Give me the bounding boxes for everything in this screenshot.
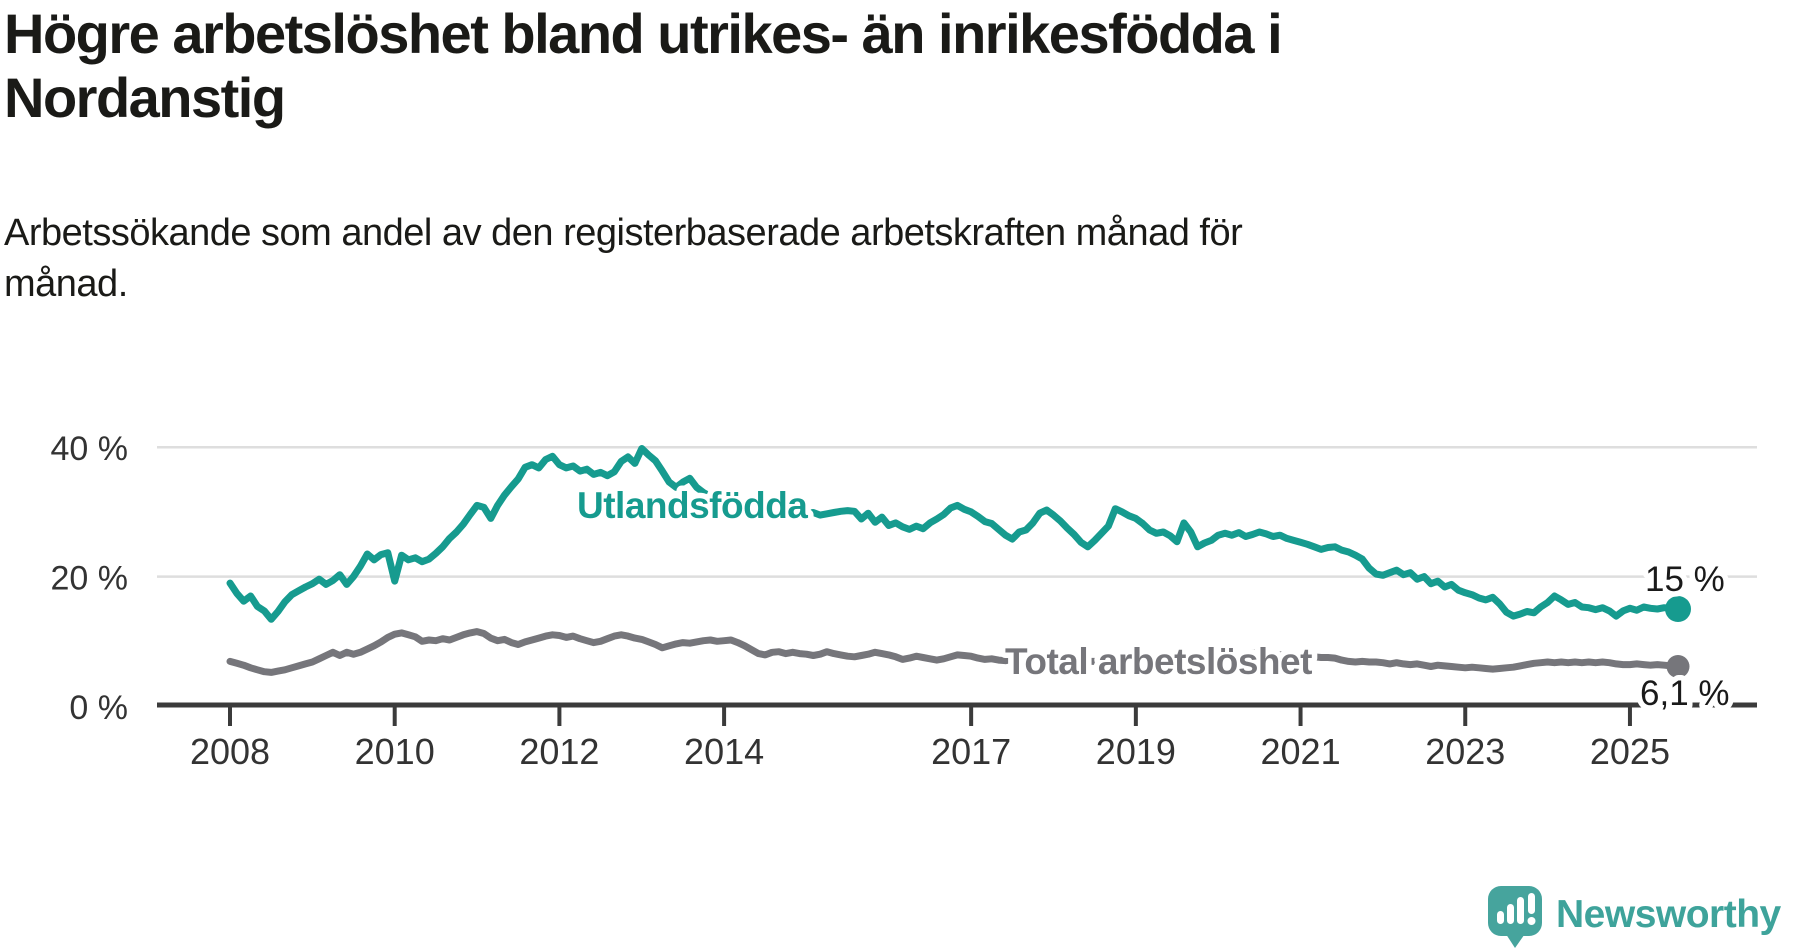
chart-title-line1: Högre arbetslöshet bland utrikes- än inr… — [4, 2, 1283, 65]
x-tick-label: 2010 — [355, 731, 435, 772]
x-tick-label: 2012 — [519, 731, 599, 772]
series-label-utlandsfodda: Utlandsfödda — [577, 485, 808, 526]
chart-title-line2: Nordanstig — [4, 65, 286, 129]
series-end-dot — [1666, 655, 1690, 678]
x-tick-label: 2017 — [931, 731, 1011, 772]
y-tick-label: 0 % — [69, 689, 128, 727]
series-line-total-arbetsl-shet — [226, 628, 1682, 676]
series-label-total-arbetsloshet: Total arbetslöshet — [1005, 641, 1312, 682]
end-value-label-total: 6,1 % — [1640, 674, 1730, 713]
newsworthy-logo-icon — [1488, 886, 1542, 948]
x-tick-label: 2019 — [1096, 731, 1176, 772]
axis-layer: 40 % 20 % 0 % 2008 2010 2012 2014 2017 2019 2021 2… — [51, 430, 1757, 772]
y-tick-label: 40 % — [51, 430, 129, 468]
x-tick-label: 2025 — [1590, 731, 1670, 772]
chart-subtitle-line2: månad. — [4, 263, 128, 306]
chart-title: Högre arbetslöshet bland utrikes- än inr… — [4, 2, 1564, 130]
x-tick-label: 2008 — [190, 731, 270, 772]
y-tick-label: 20 % — [51, 560, 129, 598]
series-line-utlandsf-dda — [226, 445, 1682, 623]
newsworthy-logo[interactable]: Newsworthy — [1488, 886, 1782, 948]
chart-subtitle: Arbetssökande som andel av den registerb… — [4, 208, 1704, 311]
end-value-label-utlandsfodda: 15 % — [1645, 560, 1725, 599]
x-tick-label: 2014 — [684, 731, 764, 772]
x-tick-label: 2021 — [1261, 731, 1341, 772]
x-tick-label: 2023 — [1425, 731, 1505, 772]
gridline-layer — [157, 445, 1757, 578]
series-layer — [226, 445, 1691, 678]
newsworthy-logo-text: Newsworthy — [1556, 893, 1782, 936]
chart-subtitle-line1: Arbetssökande som andel av den registerb… — [4, 212, 1243, 254]
series-end-dot — [1665, 596, 1691, 622]
